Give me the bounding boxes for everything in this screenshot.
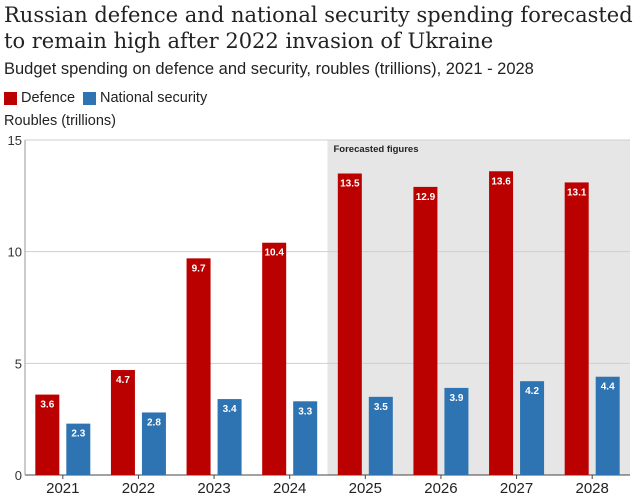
bar-value-label-national-security-2022: 2.8 (147, 417, 161, 428)
legend-item-defence: Defence (4, 90, 75, 106)
x-tick-label-2027: 2027 (500, 480, 533, 497)
bar-value-label-national-security-2023: 3.4 (223, 404, 237, 415)
bar-defence-2028 (564, 182, 589, 475)
bar-national-security-2022 (141, 412, 166, 475)
x-tick-label-2028: 2028 (576, 480, 609, 497)
bar-defence-2021 (35, 394, 60, 475)
bar-defence-2027 (489, 171, 514, 475)
bar-defence-2023 (186, 258, 211, 475)
bar-value-label-defence-2023: 9.7 (192, 263, 206, 274)
legend-label-defence: Defence (21, 90, 76, 106)
bar-defence-2024 (262, 242, 287, 475)
y-axis-label: Roubles (trillions) (4, 113, 117, 129)
legend: Defence National security (4, 90, 215, 106)
x-tick-label-2025: 2025 (349, 480, 382, 497)
x-tick-label-2022: 2022 (122, 480, 155, 497)
bar-national-security-2024 (293, 401, 318, 475)
bar-value-label-defence-2022: 4.7 (116, 375, 130, 386)
bar-national-security-2023 (217, 399, 242, 475)
bar-value-label-national-security-2024: 3.3 (298, 406, 312, 417)
bar-value-label-defence-2021: 3.6 (40, 400, 54, 411)
x-tick-label-2023: 2023 (197, 480, 230, 497)
forecast-region-label: Forecasted figures (334, 144, 419, 155)
x-tick-label-2024: 2024 (273, 480, 306, 497)
bar-defence-2022 (110, 370, 135, 475)
bar-defence-2026 (413, 186, 438, 475)
legend-swatch-national-security (83, 91, 97, 105)
x-tick-label-2026: 2026 (424, 480, 457, 497)
x-tick-label-2021: 2021 (46, 480, 79, 497)
bar-value-label-national-security-2025: 3.5 (374, 402, 388, 413)
bar-value-label-national-security-2026: 3.9 (449, 393, 463, 404)
bar-national-security-2021 (66, 423, 91, 475)
bar-value-label-defence-2027: 13.6 (491, 176, 511, 187)
legend-item-national-security: National security (83, 90, 207, 106)
legend-swatch-defence (4, 91, 17, 105)
bar-value-label-national-security-2027: 4.2 (525, 386, 539, 397)
bar-value-label-national-security-2021: 2.3 (71, 429, 85, 440)
bar-value-label-defence-2025: 13.5 (340, 179, 360, 190)
legend-label-national-security: National security (100, 90, 208, 106)
bar-defence-2025 (337, 173, 362, 475)
bar-national-security-2026 (444, 387, 469, 475)
bar-value-label-defence-2026: 12.9 (416, 192, 436, 203)
bar-national-security-2028 (595, 376, 620, 475)
bar-value-label-national-security-2028: 4.4 (601, 382, 615, 393)
chart-subtitle: Budget spending on defence and security,… (4, 60, 534, 78)
y-tick-label: 15 (8, 133, 22, 148)
bar-value-label-defence-2024: 10.4 (264, 248, 284, 259)
y-tick-label: 0 (15, 468, 22, 483)
y-tick-label: 5 (15, 356, 22, 371)
bar-national-security-2025 (368, 396, 393, 475)
bar-national-security-2027 (520, 381, 545, 475)
y-tick-label: 10 (8, 245, 22, 260)
bar-value-label-defence-2028: 13.1 (567, 187, 587, 198)
chart-title: Russian defence and national security sp… (4, 3, 633, 53)
